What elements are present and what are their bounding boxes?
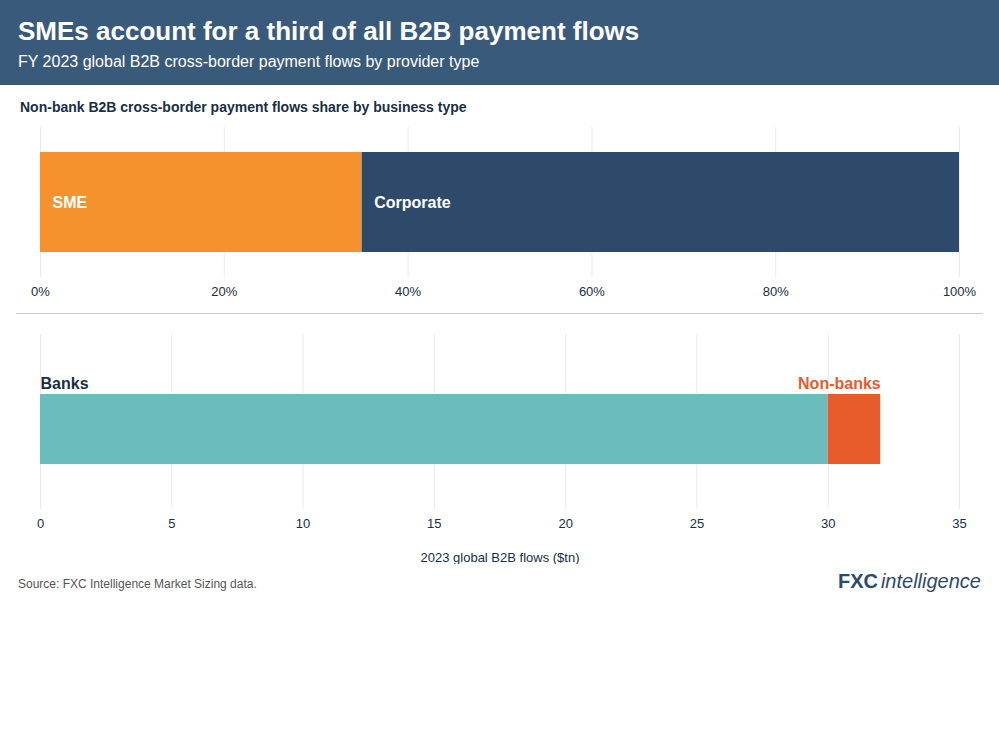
html-text:Non-bank B2B cross-border paym: Non-bank B2B cross-border payment flows …	[20, 99, 467, 115]
svg-text:Banks: Banks	[41, 375, 89, 392]
svg-text:35: 35	[952, 516, 966, 531]
svg-text:5: 5	[168, 516, 175, 531]
svg-text:0: 0	[37, 516, 44, 531]
svg-text:40%: 40%	[395, 284, 421, 299]
html-text:FY 2023 global B2B cross-borde: FY 2023 global B2B cross-border payment …	[18, 53, 480, 70]
svg-text:60%: 60%	[579, 284, 605, 299]
svg-text:Corporate: Corporate	[374, 194, 451, 211]
svg-text:25: 25	[690, 516, 704, 531]
svg-text:Non-banks: Non-banks	[798, 375, 881, 392]
svg-text:SME: SME	[53, 194, 88, 211]
svg-text:0%: 0%	[31, 284, 50, 299]
html-text:Source: FXC Intelligence Marke: Source: FXC Intelligence Market Sizing d…	[18, 577, 257, 591]
svg-text:10: 10	[296, 516, 310, 531]
html-text:SMEs account for a third of al: SMEs account for a third of all B2B paym…	[18, 16, 640, 46]
svg-text:80%: 80%	[763, 284, 789, 299]
html-text:FXC intelligence: FXC intelligence	[837, 570, 981, 592]
svg-text:2023 global B2B flows ($tn): 2023 global B2B flows ($tn)	[421, 550, 580, 565]
svg-text:100%: 100%	[943, 284, 977, 299]
svg-text:20%: 20%	[211, 284, 237, 299]
svg-text:15: 15	[427, 516, 441, 531]
svg-text:20: 20	[558, 516, 572, 531]
svg-text:30: 30	[821, 516, 835, 531]
